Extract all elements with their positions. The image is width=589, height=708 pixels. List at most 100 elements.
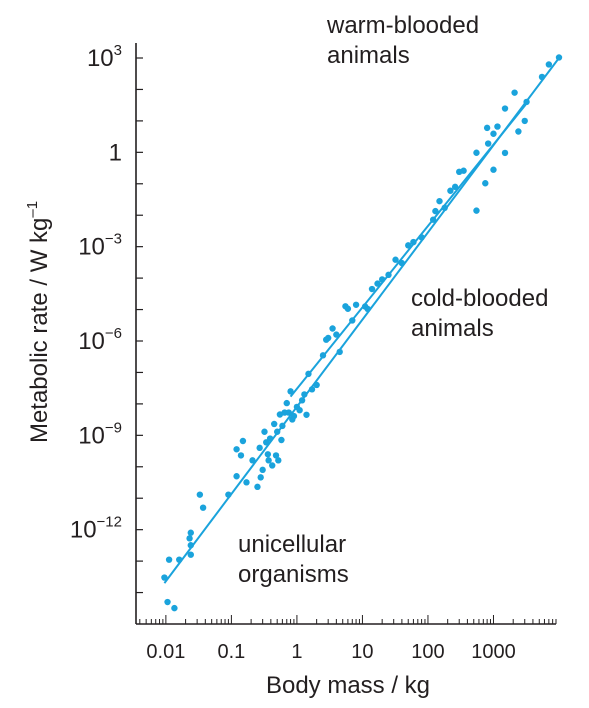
data-point	[273, 428, 281, 435]
y-axis-title-exponent: –1	[24, 201, 41, 218]
data-point	[329, 325, 336, 332]
data-point	[324, 334, 332, 342]
data-point	[270, 420, 278, 428]
axes	[135, 43, 557, 625]
data-point	[283, 399, 290, 407]
y-tick-label: 103	[87, 42, 122, 72]
x-tick-label: 10	[351, 641, 373, 663]
data-point	[545, 61, 553, 68]
data-point	[447, 187, 454, 194]
data-point	[257, 474, 264, 481]
data-point	[187, 529, 194, 536]
annotations: warm-blooded animals cold-blooded animals un…	[238, 12, 548, 588]
data-point	[187, 542, 194, 549]
data-point	[490, 130, 497, 137]
data-point	[451, 183, 459, 191]
data-point	[239, 437, 247, 445]
data-point	[490, 166, 497, 173]
data-point	[319, 352, 327, 359]
data-point	[308, 386, 316, 393]
x-tick-label: 0.1	[217, 641, 245, 663]
data-point	[398, 259, 406, 267]
data-point	[279, 422, 286, 430]
data-point	[196, 491, 204, 498]
x-axis-title: Body mass / kg	[266, 672, 430, 699]
data-point	[436, 197, 443, 205]
data-point	[336, 348, 343, 356]
data-point	[275, 457, 282, 464]
data-point	[368, 285, 376, 293]
data-point	[187, 551, 194, 558]
data-point	[233, 446, 240, 453]
data-point	[523, 98, 530, 106]
data-point	[333, 331, 340, 338]
data-point	[483, 124, 491, 132]
data-point	[484, 140, 492, 147]
data-point	[296, 406, 303, 414]
data-point	[298, 397, 306, 404]
data-point	[305, 370, 312, 378]
y-tick-label: 10−3	[78, 231, 122, 261]
data-point	[233, 473, 240, 480]
data-point	[473, 149, 480, 156]
data-point	[171, 604, 178, 612]
data-point	[237, 452, 245, 459]
data-point	[494, 123, 501, 130]
data-point	[290, 412, 298, 420]
x-tick-label: 100	[411, 641, 444, 663]
data-point	[555, 54, 563, 61]
data-point	[441, 204, 448, 212]
data-point	[249, 457, 256, 464]
data-point	[392, 256, 399, 263]
data-points	[161, 54, 563, 612]
data-point	[429, 216, 437, 223]
y-axis-title-main: Metabolic rate / W kg	[26, 218, 53, 443]
data-point	[261, 428, 268, 435]
data-point	[301, 391, 308, 398]
data-point	[225, 491, 232, 498]
data-point	[515, 128, 522, 135]
data-point	[344, 305, 352, 312]
data-point	[186, 535, 193, 542]
data-point	[313, 381, 320, 389]
y-tick-label: 10−6	[78, 325, 122, 355]
annotation: cold-blooded animals	[411, 285, 548, 342]
data-point	[473, 207, 480, 214]
data-point	[161, 574, 168, 581]
x-tick-label: 1000	[471, 641, 516, 663]
data-point	[364, 305, 371, 313]
data-point	[405, 242, 412, 249]
data-point	[303, 411, 310, 418]
y-tick-label: 10−9	[78, 419, 122, 449]
data-point	[511, 89, 518, 96]
data-point	[272, 452, 280, 459]
data-point	[410, 238, 417, 246]
data-point	[264, 451, 272, 458]
data-point	[269, 462, 276, 469]
data-point	[349, 317, 356, 324]
tick-labels: 0.01 0.1 1 10 100 1000 103 1 10−3 10−6 10−9 10−12	[70, 42, 516, 663]
data-point	[165, 556, 173, 563]
data-point	[278, 436, 285, 444]
data-point	[385, 271, 392, 279]
data-point	[460, 167, 467, 174]
data-point	[374, 280, 381, 287]
data-point	[521, 117, 528, 125]
data-point	[265, 457, 272, 464]
x-tick-label: 1	[291, 641, 302, 663]
data-point	[352, 301, 360, 308]
y-tick-label: 10−12	[70, 514, 122, 544]
y-tick-label: 1	[109, 139, 122, 166]
data-point	[176, 556, 183, 563]
data-point	[266, 435, 274, 442]
data-point	[538, 73, 546, 81]
data-point	[243, 479, 250, 486]
annotation: warm-blooded animals	[326, 12, 479, 69]
data-point	[285, 409, 292, 416]
annotation: unicellular organisms	[238, 531, 349, 588]
data-point	[482, 180, 489, 187]
data-point	[199, 504, 207, 511]
data-point	[378, 276, 386, 283]
data-point	[432, 207, 439, 215]
